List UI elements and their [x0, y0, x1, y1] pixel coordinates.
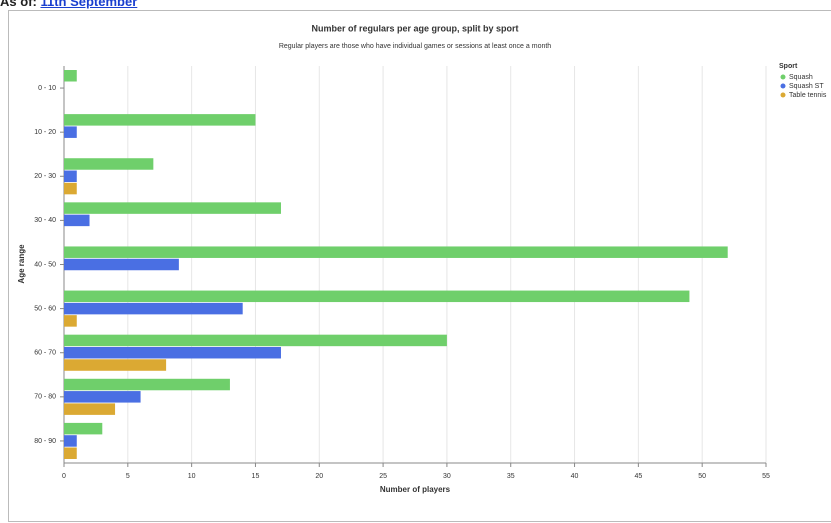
bar — [64, 422, 103, 435]
bar — [64, 158, 154, 170]
as-of: As of: 11th September — [0, 0, 137, 9]
x-tick-label: 40 — [571, 473, 579, 480]
bar — [64, 447, 77, 459]
bar — [64, 170, 77, 183]
as-of-label: As of: — [0, 0, 37, 9]
legend-label: Squash — [789, 74, 813, 81]
x-tick-label: 55 — [762, 473, 770, 480]
date-link[interactable]: 11th September — [40, 0, 138, 9]
bar — [64, 359, 167, 371]
x-tick-label: 45 — [634, 473, 642, 480]
bar — [64, 346, 281, 359]
bar — [64, 246, 728, 258]
x-tick-label: 5 — [126, 473, 130, 480]
bar — [64, 315, 77, 327]
y-axis-title: Age range — [17, 244, 26, 284]
y-tick-label: 20 - 30 — [34, 173, 56, 180]
bar — [64, 290, 690, 303]
chart-subtitle: Regular players are those who have indiv… — [279, 43, 551, 50]
y-tick-label: 0 - 10 — [38, 85, 56, 92]
bar — [64, 391, 141, 403]
x-tick-label: 30 — [443, 473, 451, 480]
legend-title: Sport — [779, 63, 798, 70]
x-tick-label: 50 — [698, 473, 706, 480]
y-tick-label: 30 - 40 — [34, 217, 56, 224]
bar — [64, 403, 116, 415]
legend-swatch — [780, 92, 786, 98]
y-tick-label: 50 - 60 — [34, 305, 56, 312]
bar — [64, 202, 281, 214]
legend-label: Squash ST — [789, 83, 824, 90]
chart-frame — [8, 10, 831, 522]
x-tick-label: 10 — [188, 473, 196, 480]
bar — [64, 334, 447, 347]
bar — [64, 435, 77, 447]
bar — [64, 378, 230, 391]
bar — [64, 114, 256, 126]
y-tick-label: 60 - 70 — [34, 350, 56, 357]
bar — [64, 258, 179, 271]
x-tick-label: 15 — [252, 473, 260, 480]
chart-title: Number of regulars per age group, split … — [311, 23, 518, 33]
bar — [64, 302, 243, 315]
x-tick-label: 25 — [379, 473, 387, 480]
x-tick-label: 20 — [315, 473, 323, 480]
bar — [64, 70, 77, 82]
legend-swatch — [780, 83, 786, 89]
bar — [64, 182, 77, 195]
legend-swatch — [780, 74, 786, 80]
y-tick-label: 80 - 90 — [34, 438, 56, 445]
y-tick-label: 70 - 80 — [34, 394, 56, 401]
y-tick-label: 40 - 50 — [34, 261, 56, 268]
x-tick-label: 35 — [507, 473, 515, 480]
y-tick-label: 10 - 20 — [34, 129, 56, 136]
x-axis-title: Number of players — [380, 485, 451, 494]
x-tick-label: 0 — [62, 473, 66, 480]
bar — [64, 126, 77, 138]
legend-label: Table tennis — [789, 92, 827, 99]
bar — [64, 214, 90, 227]
